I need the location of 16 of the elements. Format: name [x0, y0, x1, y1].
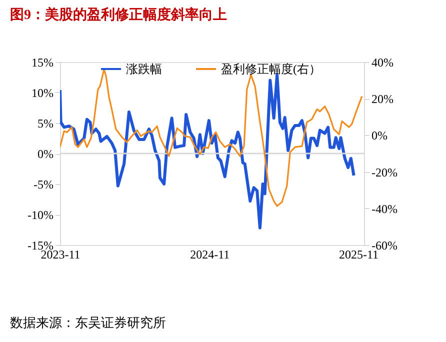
y-tick-label: 5%: [38, 116, 54, 130]
y2-tick-label: -40%: [372, 202, 398, 216]
y-tick-label: 0%: [38, 147, 54, 161]
x-tick-label: 2024-11: [190, 248, 230, 262]
y2-tick-label: -20%: [372, 165, 398, 180]
source-note: 数据来源：东吴证券研究所: [10, 315, 166, 330]
legend-label: 盈利修正幅度(右）: [221, 62, 321, 76]
y-tick-label: -5%: [34, 178, 54, 192]
y-tick-label: 10%: [32, 86, 54, 100]
legend-label: 涨跌幅: [126, 62, 162, 76]
y2-tick-label: 0%: [372, 128, 388, 143]
chart-title: 图9：美股的盈利修正幅度斜率向上: [10, 6, 227, 23]
y2-tick-label: 20%: [372, 92, 394, 106]
y-tick-label: -10%: [28, 208, 54, 222]
y-tick-label: 15%: [32, 56, 54, 70]
y2-tick-label: 40%: [372, 56, 394, 70]
